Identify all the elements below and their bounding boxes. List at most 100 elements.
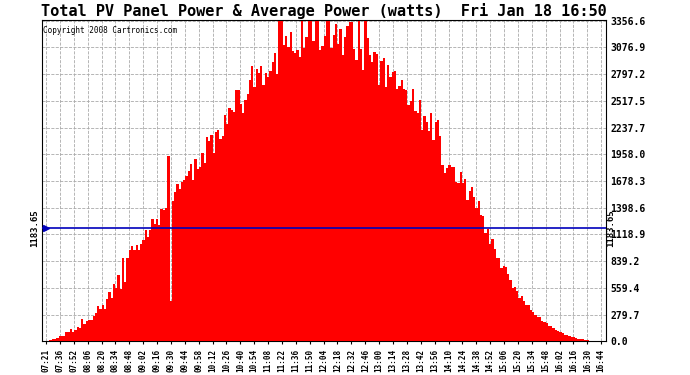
Bar (589, 340, 591, 342)
Bar (366, 38, 369, 342)
Bar (580, 339, 582, 342)
Bar (285, 36, 287, 342)
Bar (550, 326, 553, 342)
Bar (115, 288, 117, 342)
Bar (260, 66, 262, 342)
Bar (546, 322, 548, 342)
Bar (258, 73, 260, 342)
Bar (392, 72, 394, 342)
Bar (133, 250, 135, 342)
Bar (382, 58, 385, 342)
Bar (557, 331, 560, 342)
Bar (269, 70, 271, 342)
Bar (138, 250, 140, 342)
Bar (364, 21, 366, 342)
Bar (317, 21, 319, 342)
Bar (262, 85, 265, 342)
Bar (560, 332, 562, 342)
Bar (140, 244, 142, 342)
Bar (217, 130, 219, 342)
Bar (448, 165, 451, 342)
Bar (518, 298, 521, 342)
Bar (444, 173, 446, 342)
Bar (201, 153, 204, 342)
Bar (396, 88, 398, 342)
Bar (566, 335, 569, 342)
Bar (414, 111, 417, 342)
Bar (174, 192, 177, 342)
Bar (75, 330, 77, 342)
Bar (462, 183, 464, 342)
Bar (271, 62, 274, 342)
Bar (534, 315, 537, 342)
Bar (355, 60, 357, 342)
Bar (532, 312, 534, 342)
Bar (246, 94, 249, 342)
Bar (278, 21, 281, 342)
Bar (464, 179, 466, 342)
Bar (428, 130, 430, 342)
Bar (68, 332, 70, 342)
Bar (186, 176, 188, 342)
Bar (403, 89, 405, 342)
Bar (108, 292, 110, 342)
Bar (210, 135, 213, 342)
Bar (274, 53, 276, 342)
Bar (369, 55, 371, 342)
Bar (477, 201, 480, 342)
Bar (453, 167, 455, 342)
Bar (315, 21, 317, 342)
Bar (54, 339, 57, 342)
Bar (353, 49, 355, 342)
Bar (63, 336, 66, 342)
Bar (471, 186, 473, 342)
Bar (308, 21, 310, 342)
Bar (507, 274, 509, 342)
Bar (348, 22, 351, 342)
Bar (423, 116, 426, 342)
Bar (484, 233, 486, 342)
Bar (351, 22, 353, 342)
Bar (326, 21, 328, 342)
Bar (528, 305, 530, 342)
Bar (117, 275, 119, 342)
Bar (344, 37, 346, 342)
Bar (47, 341, 50, 342)
Bar (457, 183, 460, 342)
Bar (83, 324, 86, 342)
Bar (469, 191, 471, 342)
Bar (251, 66, 253, 342)
Bar (541, 321, 544, 342)
Bar (480, 214, 482, 342)
Bar (398, 86, 401, 342)
Bar (240, 104, 242, 342)
Bar (61, 336, 63, 342)
Bar (500, 268, 502, 342)
Bar (50, 340, 52, 342)
Bar (385, 87, 387, 342)
Bar (324, 36, 326, 342)
Bar (548, 326, 550, 342)
Bar (226, 124, 228, 342)
Bar (161, 209, 163, 342)
Bar (142, 240, 145, 342)
Bar (342, 56, 344, 342)
Bar (371, 62, 373, 342)
Bar (339, 29, 342, 342)
Bar (88, 320, 90, 342)
Bar (151, 219, 154, 342)
Bar (208, 141, 210, 342)
Bar (439, 136, 442, 342)
Bar (442, 165, 444, 342)
Bar (265, 73, 267, 342)
Bar (523, 301, 525, 342)
Bar (530, 310, 532, 342)
Bar (564, 334, 566, 342)
Bar (267, 77, 269, 342)
Bar (242, 112, 244, 342)
Bar (163, 210, 165, 342)
Bar (253, 87, 255, 342)
Bar (466, 200, 469, 342)
Bar (156, 219, 158, 342)
Bar (276, 74, 278, 342)
